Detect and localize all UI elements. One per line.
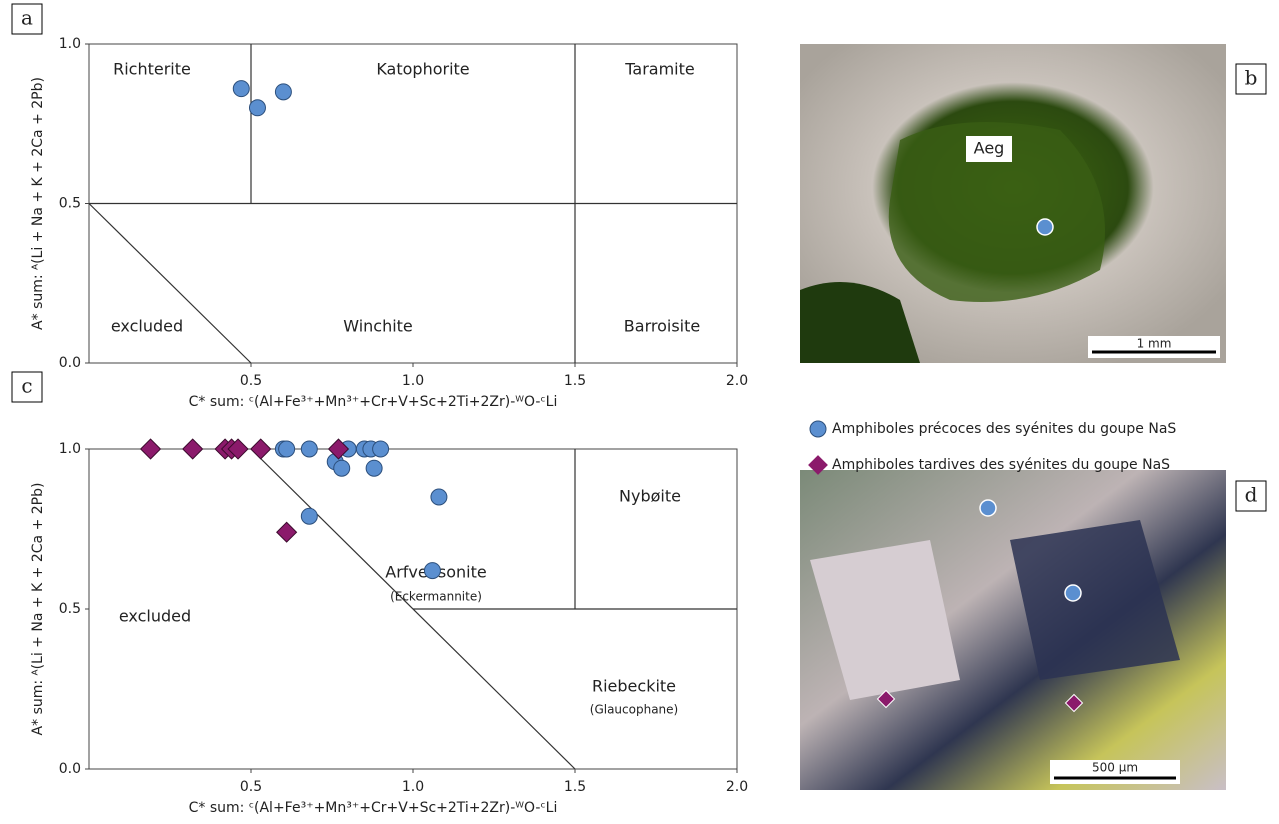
x-tick-label: 0.5 [240, 779, 262, 795]
point [300, 440, 318, 458]
legend-label: Amphiboles tardives des syénites du goup… [832, 457, 1170, 473]
y-axis-label: A* sum: ᴬ(Li + Na + K + 2Ca + 2Pb) [30, 77, 46, 330]
x-tick-label: 2.0 [726, 779, 748, 795]
point [248, 99, 266, 117]
legend-label: Amphiboles précoces des syénites du goup… [832, 421, 1176, 437]
x-tick-label: 2.0 [726, 373, 748, 389]
field-label: Taramite [624, 60, 694, 79]
panel-label: b [1245, 66, 1258, 90]
field-boundary [88, 203, 252, 364]
field-label: excluded [111, 317, 183, 336]
x-tick-label: 1.5 [564, 779, 586, 795]
panel-label: d [1245, 483, 1258, 507]
point [227, 438, 249, 460]
photo-b: Aeg 1 mm b [800, 44, 1267, 363]
x-tick-label: 0.5 [240, 373, 262, 389]
point [327, 438, 350, 460]
panel-box [11, 3, 43, 35]
point [232, 80, 250, 98]
panel-box [11, 371, 43, 403]
y-tick-label: 1.0 [59, 441, 81, 457]
panel-label: a [21, 6, 33, 30]
y-tick-label: 0.5 [59, 196, 81, 212]
field-label: excluded [119, 607, 191, 626]
legend-marker [809, 420, 827, 438]
point [423, 562, 441, 580]
scale-label: 500 µm [1092, 761, 1138, 775]
field-label: (Glaucophane) [590, 703, 678, 717]
x-axis-label: C* sum: ᶜ(Al+Fe³⁺+Mn³⁺+Cr+V+Sc+2Ti+2Zr)-… [189, 800, 558, 816]
point [430, 488, 448, 506]
point [372, 440, 390, 458]
point [250, 438, 272, 460]
field-label: (Eckermannite) [390, 590, 482, 604]
point [274, 83, 292, 101]
field-label: Richterite [113, 60, 191, 79]
point [300, 507, 318, 525]
point [182, 438, 204, 460]
legend-marker [808, 455, 828, 475]
field-label: Barroisite [624, 317, 700, 336]
x-axis-label: C* sum: ᶜ(Al+Fe³⁺+Mn³⁺+Cr+V+Sc+2Ti+2Zr)-… [189, 394, 558, 410]
photo-d: 500 µm d [800, 470, 1267, 790]
panel-label: c [21, 374, 32, 398]
scale-label: 1 mm [1137, 337, 1172, 351]
y-tick-label: 0.0 [59, 761, 81, 777]
y-tick-label: 0.5 [59, 601, 81, 617]
point [333, 459, 351, 477]
field-label: Katophorite [376, 60, 469, 79]
point [365, 459, 383, 477]
point [139, 438, 162, 460]
y-tick-label: 1.0 [59, 36, 81, 52]
point [278, 440, 296, 458]
field-boundary [250, 448, 576, 770]
y-tick-label: 0.0 [59, 355, 81, 371]
x-tick-label: 1.0 [402, 779, 424, 795]
field-label: Winchite [343, 317, 413, 336]
field-label: Nybøite [619, 487, 681, 506]
photo-label: Aeg [974, 139, 1005, 158]
point [276, 521, 298, 543]
y-axis-label: A* sum: ᴬ(Li + Na + K + 2Ca + 2Pb) [30, 483, 46, 736]
field-label: Riebeckite [592, 677, 676, 696]
x-tick-label: 1.0 [402, 373, 424, 389]
x-tick-label: 1.5 [564, 373, 586, 389]
